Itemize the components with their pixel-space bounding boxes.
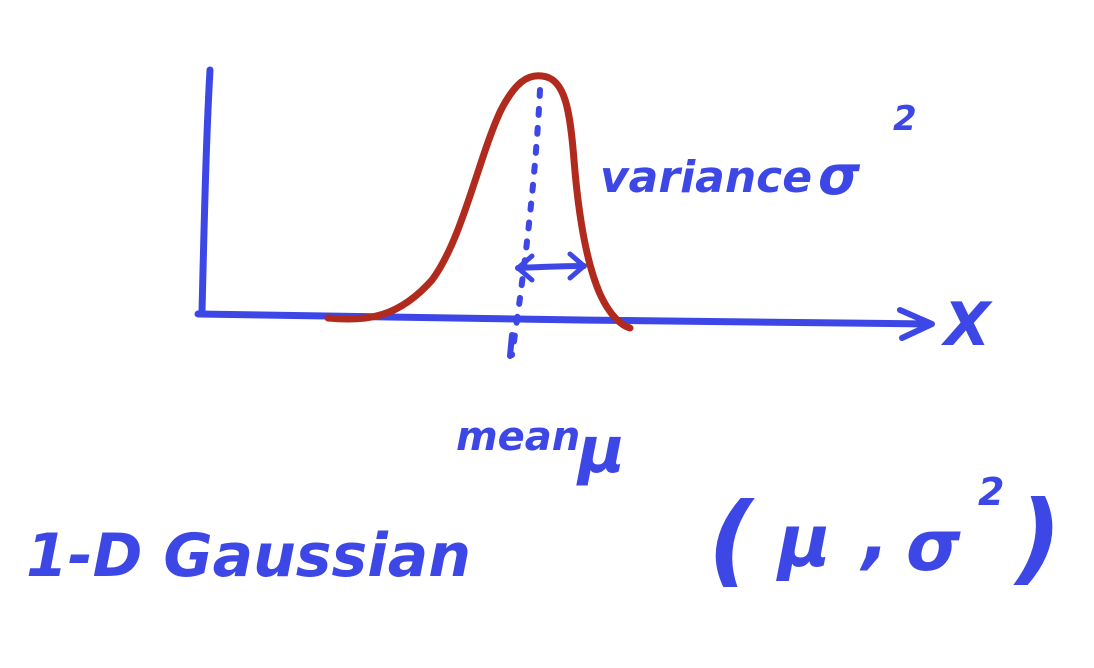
params-sigma: σ [906,505,961,587]
mean-dotted-line [509,87,543,358]
variance-arrow-line [515,263,587,271]
mean-symbol: μ [576,414,625,488]
mean-label: mean [456,414,580,460]
gaussian-curve [324,72,634,332]
params-close-paren: ) [1013,479,1062,596]
x-axis-label: X [940,290,993,360]
variance-arrow-right-head [567,251,587,281]
params-mu: μ [776,499,831,583]
params-superscript: 2 [978,470,1004,514]
mean-tick [507,332,515,359]
params-comma: , [859,493,889,577]
x-axis [194,310,934,328]
variance-label: variance [600,152,812,203]
variance-symbol: σ [818,144,861,207]
params-open-paren: ( [708,481,755,598]
y-axis [198,66,214,316]
variance-superscript: 2 [893,99,917,139]
variance-arrow-left-head [515,253,535,283]
x-axis-arrowhead [897,307,935,341]
gaussian-title: 1-D Gaussian [26,521,471,591]
